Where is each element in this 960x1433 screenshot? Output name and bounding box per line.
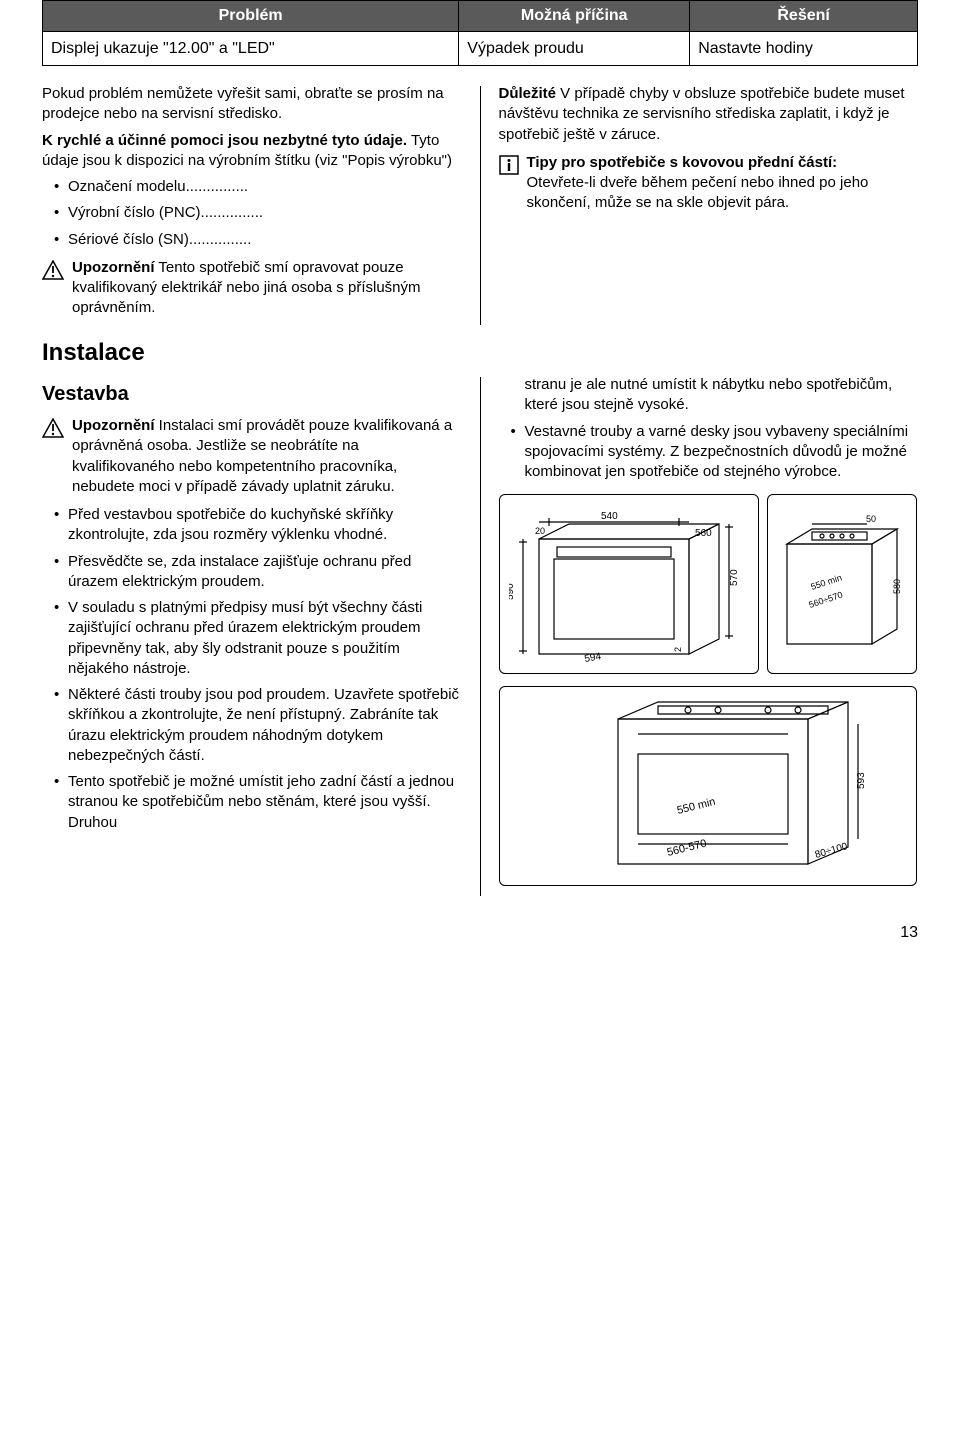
important-label: Důležité: [499, 85, 557, 102]
dim-590: 590: [509, 583, 516, 600]
important-block: Důležité V případě chyby v obsluze spotř…: [499, 84, 919, 145]
cell-cause: Výpadek proudu: [459, 31, 690, 66]
dim-540: 540: [601, 511, 618, 522]
install-warning-block: Upozornění Instalaci smí provádět pouze …: [42, 416, 462, 497]
lower-left-col: Vestavba Upozornění Instalaci smí provád…: [42, 375, 462, 898]
cell-solution: Nastavte hodiny: [690, 31, 918, 66]
list-item: Před vestavbou spotřebiče do kuchyňské s…: [54, 505, 462, 546]
list-item: V souladu s platnými předpisy musí být v…: [54, 598, 462, 679]
list-item: Sériové číslo (SN)...............: [54, 230, 462, 250]
install-list: Před vestavbou spotřebiče do kuchyňské s…: [42, 505, 462, 833]
dim-80-100: 80÷100: [813, 841, 848, 861]
lower-columns: Vestavba Upozornění Instalaci smí provád…: [42, 375, 918, 898]
intro-p2-bold: K rychlé a účinné pomoci jsou nezbytné t…: [42, 132, 407, 149]
install-heading: Instalace: [42, 337, 918, 369]
problem-table: Problém Možná příčina Řešení Displej uka…: [42, 0, 918, 66]
warning-icon: [42, 260, 64, 286]
dim-580: 580: [892, 579, 902, 594]
dim-50: 50: [866, 514, 876, 524]
th-problem: Problém: [43, 1, 459, 32]
dim-593: 593: [856, 772, 867, 789]
dim-570: 570: [729, 569, 740, 586]
warning-label: Upozornění: [72, 259, 155, 276]
warning-text: Upozornění Tento spotřebič smí opravovat…: [72, 258, 462, 319]
list-item: Tento spotřebič je možné umístit jeho za…: [54, 772, 462, 833]
lower-right-col: stranu je ale nutné umístit k nábytku ne…: [499, 375, 919, 898]
upper-columns: Pokud problém nemůžete vyřešit sami, obr…: [42, 84, 918, 327]
dim-560-570-b: 560-570: [665, 837, 707, 858]
dim-560-570: 560÷570: [807, 590, 843, 610]
dim-550min-b: 550 min: [675, 796, 716, 817]
upper-left-col: Pokud problém nemůžete vyřešit sami, obr…: [42, 84, 462, 327]
data-list: Označení modelu............... Výrobní č…: [42, 177, 462, 250]
info-block: Tipy pro spotřebiče s kovovou přední čás…: [499, 153, 919, 214]
install-warning-text: Upozornění Instalaci smí provádět pouze …: [72, 416, 462, 497]
list-item: Vestavné trouby a varné desky jsou vybav…: [511, 422, 919, 483]
right-install-list: Vestavné trouby a varné desky jsou vybav…: [499, 422, 919, 483]
intro-p2: K rychlé a účinné pomoci jsou nezbytné t…: [42, 131, 462, 172]
th-cause: Možná příčina: [459, 1, 690, 32]
diagram-tall-cabinet: 550 min 560-570 593 80÷100: [499, 686, 917, 886]
list-item: Výrobní číslo (PNC)...............: [54, 203, 462, 223]
diagram-cabinet-counter: 50 550 min 560÷570 580: [767, 494, 917, 674]
intro-p1: Pokud problém nemůžete vyřešit sami, obr…: [42, 84, 462, 125]
info-body: Otevřete-li dveře během pečení nebo ihne…: [527, 173, 919, 214]
cell-problem: Displej ukazuje "12.00" a "LED": [43, 31, 459, 66]
dim-594: 594: [583, 651, 602, 664]
diagram-row-1: 20 540 560 590 570 2 594: [499, 494, 919, 674]
info-icon: [499, 155, 519, 181]
important-body: V případě chyby v obsluze spotřebiče bud…: [499, 85, 905, 143]
info-title: Tipy pro spotřebiče s kovovou přední čás…: [527, 153, 919, 173]
list-item: Přesvědčte se, zda instalace zajišťuje o…: [54, 552, 462, 593]
list-item: Označení modelu...............: [54, 177, 462, 197]
diagram-oven-front: 20 540 560 590 570 2 594: [499, 494, 759, 674]
th-solution: Řešení: [690, 1, 918, 32]
list-item: Některé části trouby jsou pod proudem. U…: [54, 685, 462, 766]
continuation-text: stranu je ale nutné umístit k nábytku ne…: [499, 375, 919, 416]
dim-550min: 550 min: [809, 573, 843, 592]
upper-right-col: Důležité V případě chyby v obsluze spotř…: [499, 84, 919, 327]
column-separator: [480, 377, 481, 896]
table-row: Displej ukazuje "12.00" a "LED" Výpadek …: [43, 31, 918, 66]
info-text: Tipy pro spotřebiče s kovovou přední čás…: [527, 153, 919, 214]
warning-block: Upozornění Tento spotřebič smí opravovat…: [42, 258, 462, 319]
dim-20: 20: [535, 526, 545, 536]
vestavba-heading: Vestavba: [42, 381, 462, 408]
dim-560: 560: [695, 528, 712, 539]
dim-2: 2: [673, 647, 683, 652]
diagram-row-2: 550 min 560-570 593 80÷100: [499, 686, 919, 886]
warning-icon: [42, 418, 64, 444]
page-number: 13: [42, 922, 918, 944]
column-separator: [480, 86, 481, 325]
install-warning-label: Upozornění: [72, 417, 155, 434]
